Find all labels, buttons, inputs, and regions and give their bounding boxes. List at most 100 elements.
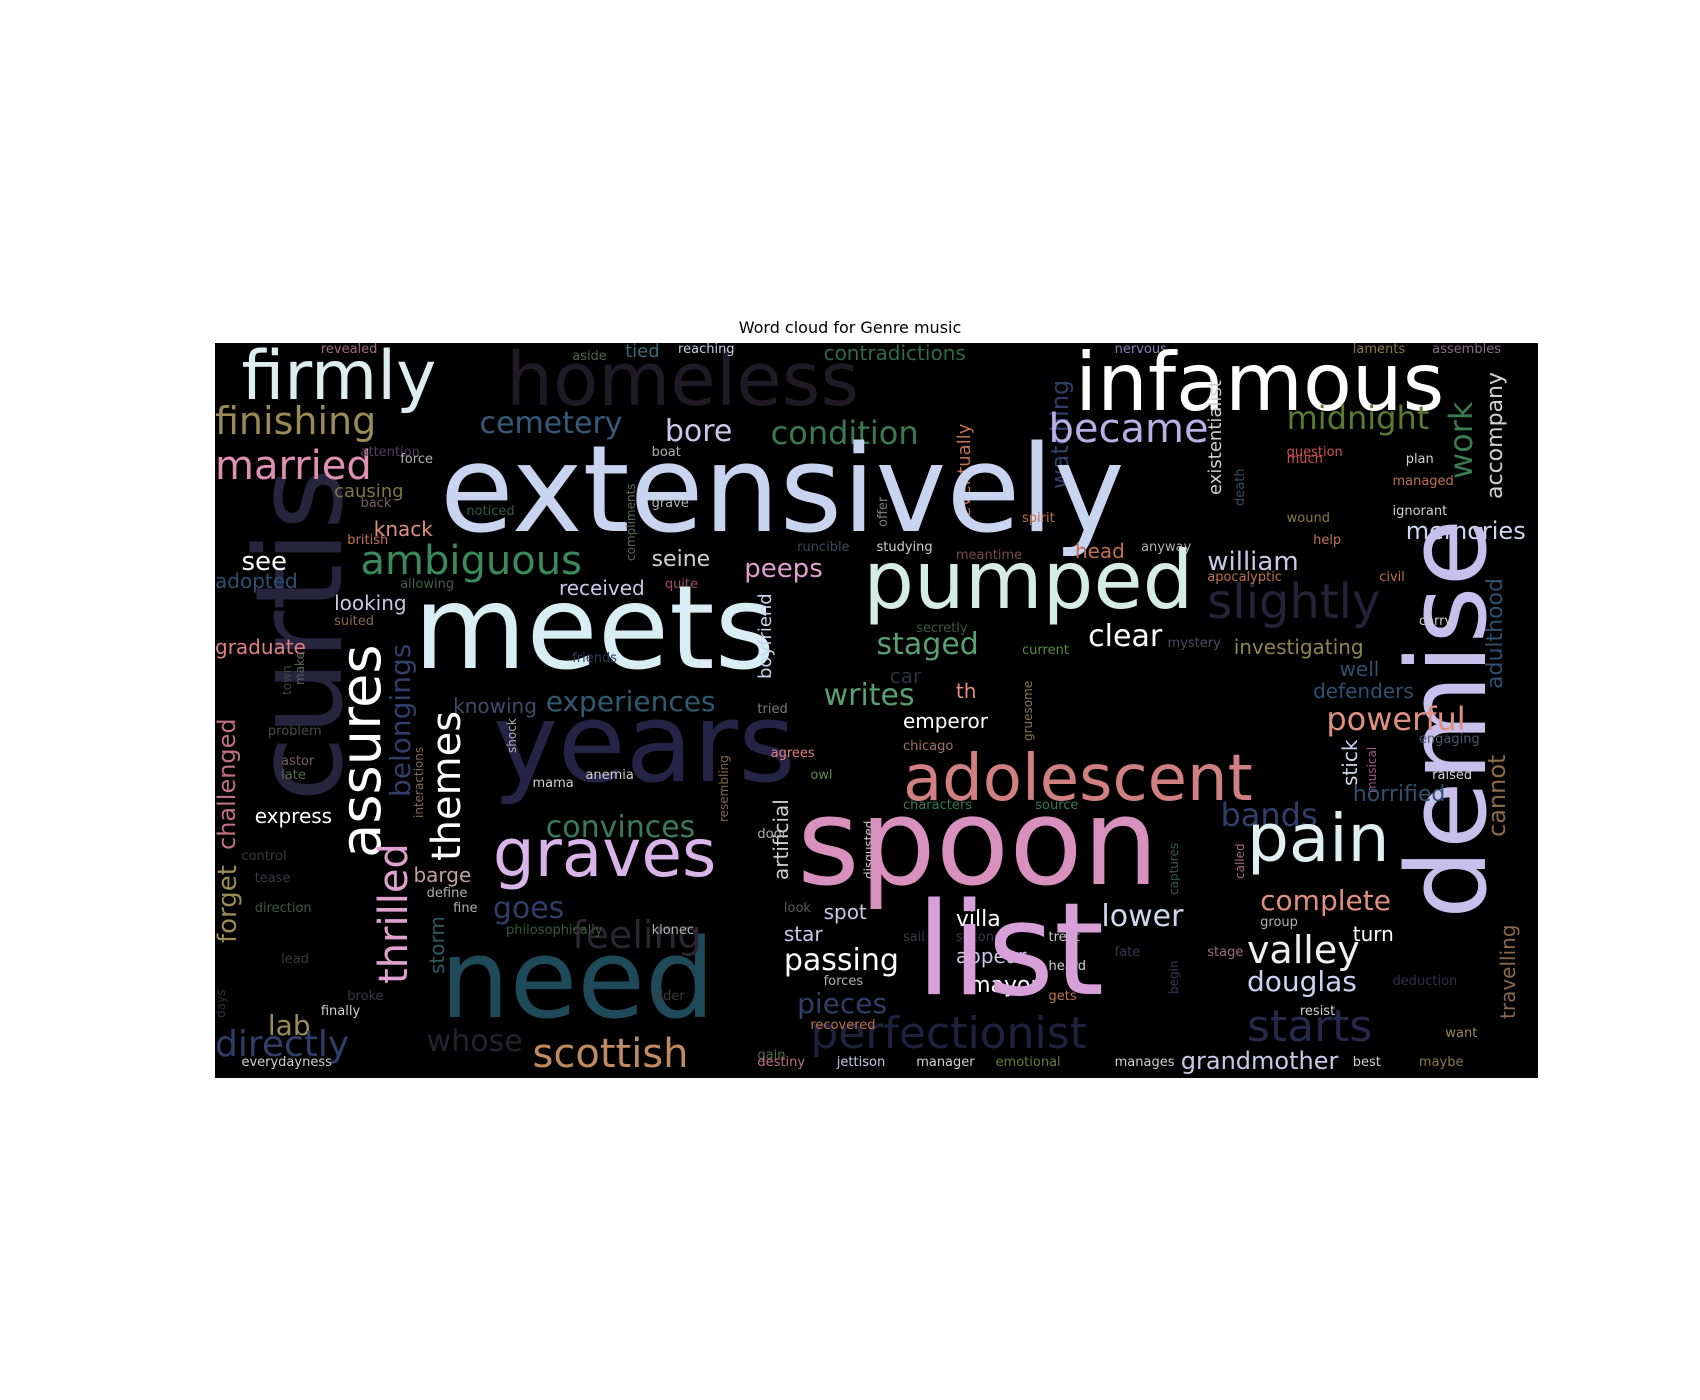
- word-william: william: [1207, 546, 1299, 577]
- word-owl: owl: [810, 768, 833, 784]
- word-knack: knack: [373, 517, 433, 542]
- word-deduction: deduction: [1392, 974, 1458, 990]
- word-grandmother: grandmother: [1180, 1046, 1339, 1075]
- word-offer: offer: [875, 497, 891, 528]
- word-graves: graves: [492, 814, 717, 892]
- word-make: make: [293, 651, 308, 685]
- word-fine: fine: [453, 900, 478, 916]
- word-memories: memories: [1405, 517, 1526, 546]
- word-jettison: jettison: [836, 1054, 886, 1070]
- word-extensively: extensively: [439, 421, 1125, 561]
- word-adolescent: adolescent: [902, 742, 1253, 817]
- word-managed: managed: [1392, 474, 1454, 490]
- word-lead: lead: [281, 952, 309, 968]
- word-maybe: maybe: [1418, 1054, 1464, 1070]
- word-stick: stick: [1337, 739, 1362, 786]
- word-th: th: [955, 679, 977, 704]
- word-cemetery: cemetery: [479, 406, 623, 442]
- word-valley: valley: [1246, 928, 1360, 972]
- word-best: best: [1352, 1054, 1381, 1070]
- word-tease: tease: [254, 871, 291, 887]
- word-knowing: knowing: [453, 693, 537, 718]
- word-engaging: engaging: [1418, 731, 1480, 747]
- word-assures: assures: [329, 644, 395, 859]
- word-passing: passing: [783, 942, 899, 978]
- word-forget: forget: [215, 864, 243, 943]
- word-condition: condition: [770, 413, 919, 452]
- word-boyfriend: boyfriend: [755, 593, 777, 679]
- word-villa: villa: [955, 906, 1001, 932]
- word-town: town: [280, 665, 295, 696]
- word-interactions: interactions: [412, 747, 427, 819]
- word-source: source: [1035, 797, 1079, 813]
- word-direction: direction: [254, 900, 312, 916]
- word-older: older: [651, 988, 685, 1004]
- word-mama: mama: [532, 775, 574, 791]
- word-back: back: [360, 496, 392, 512]
- word-late: late: [281, 768, 306, 784]
- word-finishing: finishing: [215, 398, 377, 443]
- word-philosophically: philosophically: [506, 922, 603, 938]
- word-directly: directly: [215, 1023, 350, 1065]
- word-force: force: [400, 452, 433, 468]
- word-shock: shock: [505, 718, 520, 753]
- word-manager: manager: [916, 1054, 975, 1070]
- word-begin: begin: [1166, 960, 1181, 995]
- word-emperor: emperor: [902, 708, 988, 733]
- word-challenged: challenged: [215, 718, 241, 850]
- word-pumped: pumped: [863, 534, 1194, 628]
- word-defenders: defenders: [1313, 679, 1414, 704]
- word-mystery: mystery: [1167, 636, 1221, 651]
- word-cannot: cannot: [1483, 754, 1512, 837]
- word-travelling: travelling: [1496, 924, 1521, 1019]
- word-destiny: destiny: [757, 1054, 806, 1070]
- word-apocalyptic: apocalyptic: [1207, 569, 1282, 585]
- word-plan: plan: [1405, 452, 1434, 468]
- word-feeling: feeling: [572, 913, 702, 958]
- word-anyway: anyway: [1141, 540, 1192, 556]
- word-captures: captures: [1166, 842, 1181, 895]
- word-themes: themes: [423, 710, 470, 861]
- word-klonec: klonec: [651, 922, 695, 938]
- word-storm: storm: [424, 916, 449, 975]
- word-resembling: resembling: [716, 754, 731, 822]
- word-heard: heard: [1048, 959, 1087, 975]
- word-spirit: spirit: [1022, 511, 1055, 527]
- word-broke: broke: [347, 988, 384, 1004]
- word-spoon: spoon: [797, 774, 1159, 913]
- word-want: want: [1445, 1025, 1478, 1041]
- word-adulthood: adulthood: [1483, 578, 1509, 690]
- word-pain: pain: [1246, 800, 1390, 878]
- word-characters: characters: [902, 797, 972, 813]
- word-agrees: agrees: [770, 746, 815, 762]
- word-resist: resist: [1299, 1003, 1336, 1019]
- word-cloud-canvas: homeless curtis years need slightly perfectio…: [215, 343, 1538, 1078]
- word-astor: astor: [281, 753, 315, 769]
- word-current: current: [1022, 643, 1069, 659]
- word-powerful: powerful: [1326, 700, 1466, 739]
- word-quite: quite: [664, 577, 699, 593]
- word-emotional: emotional: [995, 1054, 1061, 1070]
- word-car: car: [889, 664, 922, 689]
- word-group: group: [1260, 915, 1298, 931]
- word-see: see: [241, 546, 287, 577]
- word-assembles: assembles: [1432, 343, 1501, 357]
- word-runcible: runcible: [797, 540, 850, 556]
- word-well: well: [1339, 657, 1380, 682]
- word-studying: studying: [876, 540, 933, 556]
- word-british: british: [347, 533, 389, 549]
- word-became: became: [1048, 406, 1209, 453]
- word-noticed: noticed: [466, 503, 515, 519]
- word-slightly: slightly: [1207, 574, 1381, 631]
- word-spot: spot: [823, 899, 867, 924]
- word-gruesome: gruesome: [1021, 680, 1036, 742]
- word-compliments: compliments: [624, 483, 639, 561]
- word-anemia: anemia: [585, 768, 634, 784]
- word-contradictions: contradictions: [823, 343, 966, 365]
- word-bands: bands: [1220, 795, 1318, 834]
- word-lower: lower: [1101, 898, 1184, 934]
- word-clear: clear: [1088, 619, 1163, 655]
- word-convinces: convinces: [545, 810, 696, 846]
- word-reaching: reaching: [678, 343, 735, 357]
- word-express: express: [254, 804, 333, 829]
